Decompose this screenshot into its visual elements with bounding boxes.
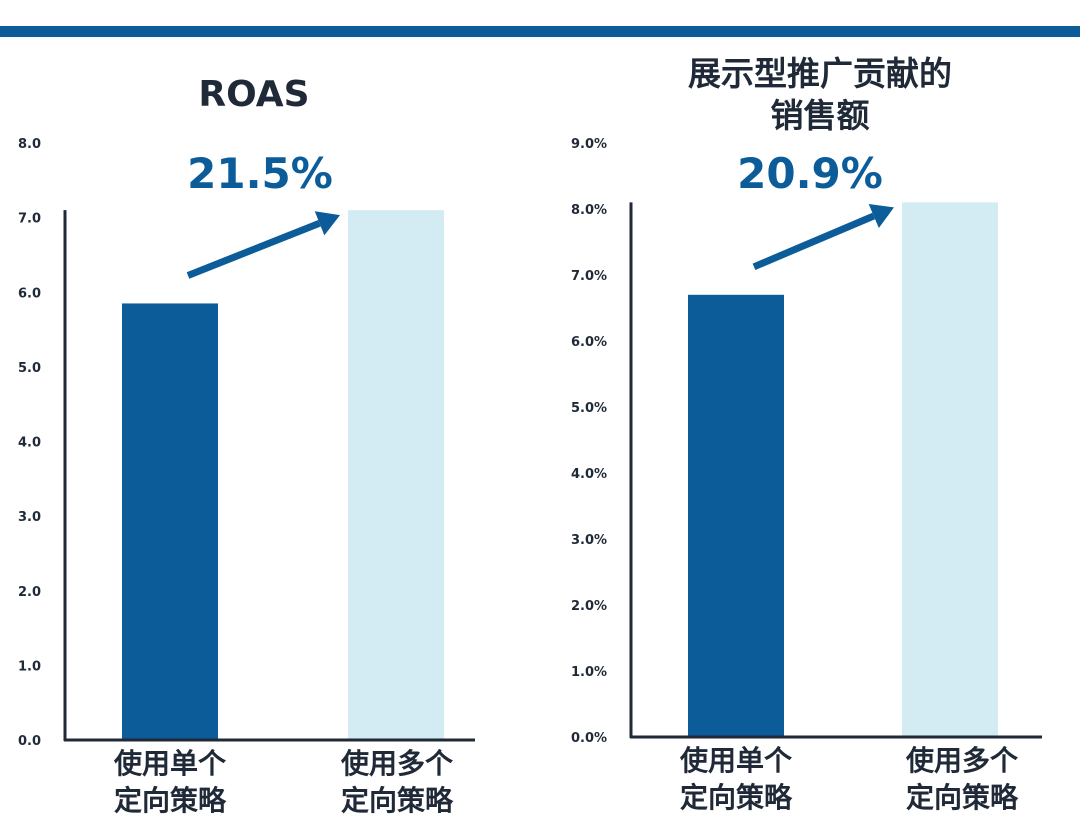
growth-arrow-head	[314, 211, 340, 236]
y-tick-label: 7.0%	[571, 269, 607, 284]
x-category-label: 使用多个	[905, 744, 1019, 777]
growth-arrow-head	[868, 204, 894, 228]
chart-title-line-1: 展示型推广贡献的	[688, 54, 952, 93]
top-accent-bar	[0, 26, 1080, 37]
x-category-label: 定向策略	[341, 784, 454, 817]
y-tick-label: 4.0%	[571, 467, 607, 482]
y-tick-label: 0.0	[18, 734, 41, 749]
y-tick-label: 8.0	[18, 137, 41, 152]
x-category-label: 使用多个	[340, 747, 454, 780]
y-tick-label: 2.0%	[571, 599, 607, 614]
y-tick-label: 1.0	[18, 659, 41, 674]
y-tick-label: 1.0%	[571, 665, 607, 680]
y-tick-label: 7.0	[18, 212, 41, 227]
y-tick-label: 6.0	[18, 286, 41, 301]
x-category-label: 定向策略	[114, 784, 227, 817]
x-category-label: 定向策略	[680, 781, 793, 814]
bar-2	[348, 210, 444, 741]
y-tick-label: 5.0	[18, 361, 41, 376]
y-tick-label: 9.0%	[571, 137, 607, 152]
growth-arrow-shaft	[752, 212, 876, 271]
roas-chart: ROAS 21.5% 0.0 1.0 2.0 3.0 4.0 5.0 6.0 7.0 8.0 使…	[18, 74, 475, 817]
growth-annotation: 20.9%	[737, 149, 883, 198]
y-tick-label: 4.0	[18, 436, 41, 451]
y-tick-label: 3.0	[18, 510, 41, 525]
display-ads-sales-share-chart: 展示型推广贡献的 销售额 20.9% 0.0% 1.0% 2.0% 3.0% 4.0% 5…	[571, 54, 1042, 814]
growth-arrow-shaft	[186, 220, 321, 279]
y-tick-label: 5.0%	[571, 401, 607, 416]
x-category-label: 使用单个	[679, 744, 793, 777]
chart-title: ROAS	[198, 74, 309, 115]
growth-annotation: 21.5%	[187, 149, 333, 198]
y-tick-label: 2.0	[18, 585, 41, 600]
bar-1	[122, 303, 218, 740]
y-tick-label: 0.0%	[571, 731, 607, 746]
y-tick-label: 8.0%	[571, 203, 607, 218]
y-tick-label: 6.0%	[571, 335, 607, 350]
x-category-label: 定向策略	[906, 781, 1019, 814]
x-category-label: 使用单个	[113, 747, 227, 780]
bar-1	[688, 294, 784, 737]
y-tick-label: 3.0%	[571, 533, 607, 548]
chart-title-line-2: 销售额	[771, 96, 870, 135]
bar-2	[902, 202, 998, 737]
